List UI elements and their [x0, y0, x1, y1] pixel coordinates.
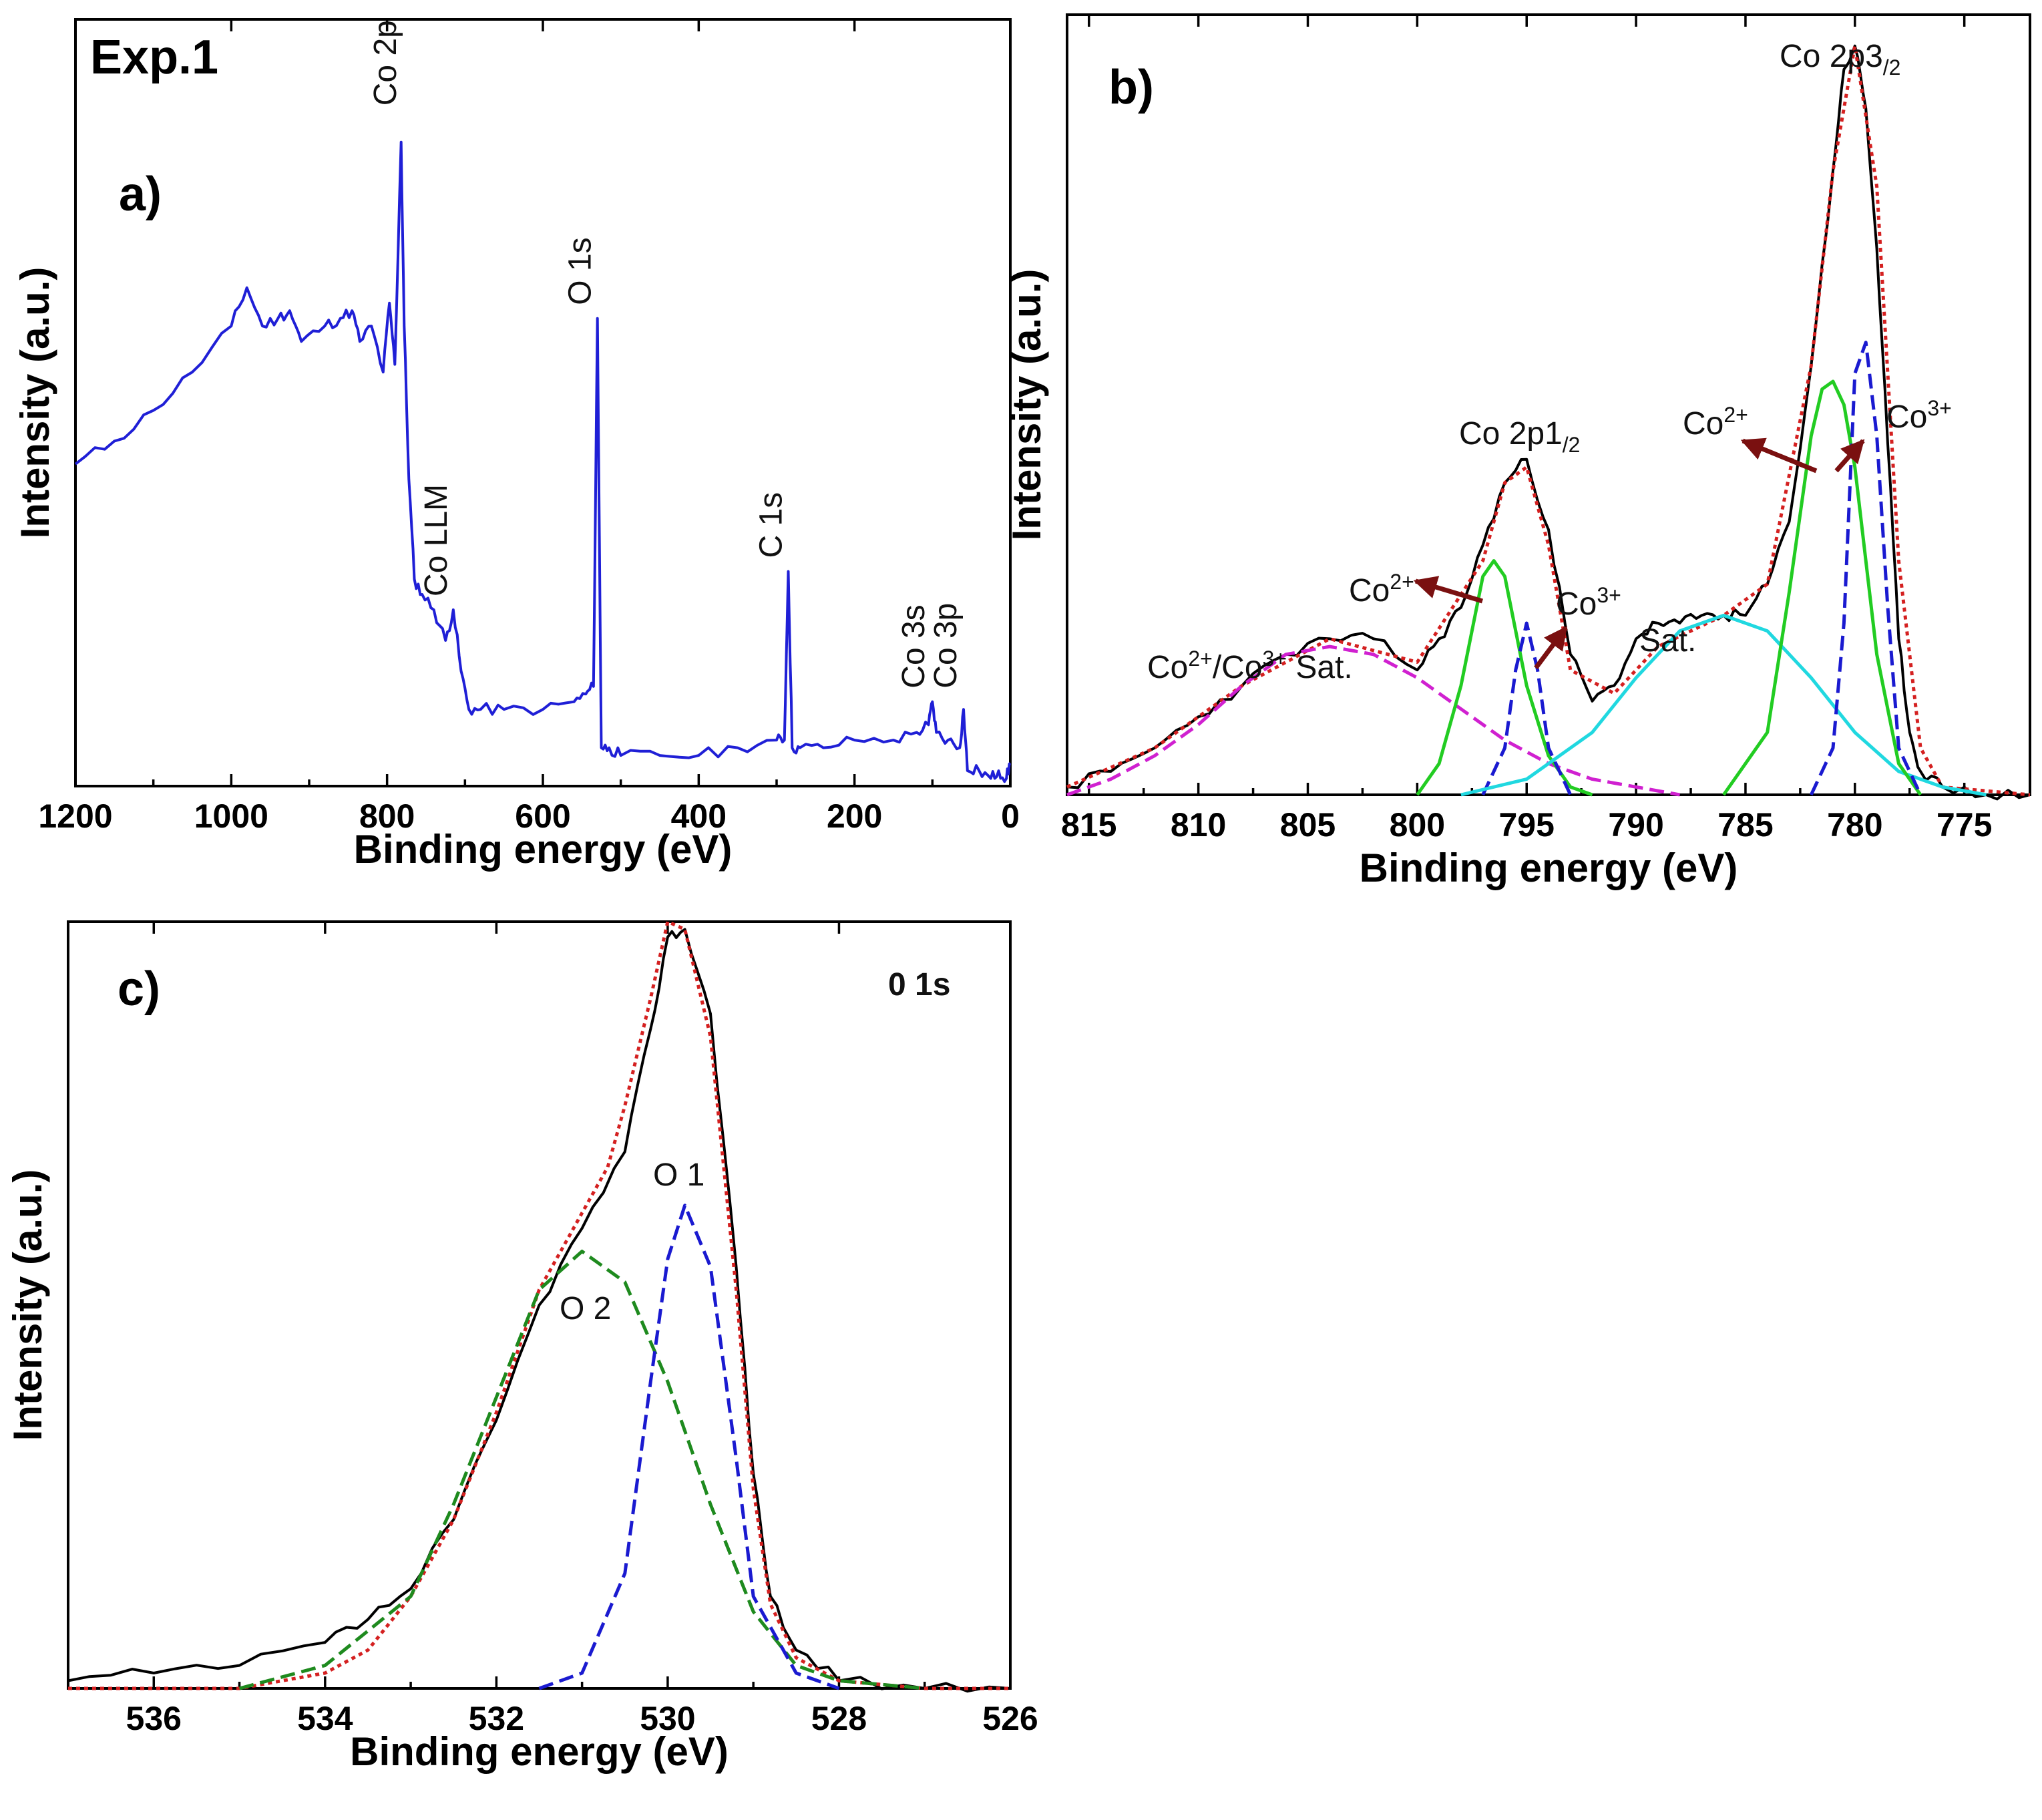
peak-label: Co 3s	[896, 604, 932, 688]
panel-c: 536 534 532 530 528 526 Binding energy (eV) Int…	[5, 920, 1038, 1774]
annotation-arrow	[1413, 576, 1484, 604]
series-line	[68, 920, 1010, 1690]
annotation-co2-low: Co2+	[1349, 570, 1414, 608]
annotation-co2p12: Co 2p1/2	[1459, 416, 1580, 457]
panel-a: 1200 1000 800 600 400 200 0 Binding energy (eV)…	[13, 18, 1020, 872]
panel-title: 0 1s	[888, 967, 950, 1003]
x-tick-label: 800	[1390, 806, 1445, 844]
x-axis-label: Binding energy (eV)	[354, 827, 733, 872]
x-tick-label: 790	[1608, 806, 1663, 844]
x-tick-label: 200	[827, 797, 882, 835]
panel-label: a)	[119, 168, 162, 221]
series-line	[238, 1250, 925, 1690]
x-tick-label: 805	[1280, 806, 1336, 844]
x-tick-label: 810	[1171, 806, 1226, 844]
x-tick-label: 800	[359, 797, 415, 835]
x-tick-label: 815	[1061, 806, 1116, 844]
annotation-sat-co: Co2+/Co3+ Sat.	[1147, 647, 1353, 685]
series-line	[1722, 379, 1922, 796]
peak-label: Co 2p	[368, 20, 403, 106]
x-tick-label: 775	[1936, 806, 1992, 844]
annotation-arrow	[1534, 626, 1568, 670]
x-axis-label: Binding energy (eV)	[350, 1729, 729, 1774]
x-tick-label: 532	[469, 1700, 524, 1737]
x-tick-label: 785	[1717, 806, 1773, 844]
exp-label: Exp.1	[90, 31, 218, 84]
series-line	[1810, 341, 1922, 796]
annotation-co2p32: Co 2p3/2	[1780, 39, 1900, 79]
annotation-sat: Sat.	[1639, 623, 1696, 659]
panel-b: 815 810 805 800 795 790 785 780 775 Binding energ…	[1004, 13, 2031, 890]
x-tick-label: 528	[811, 1700, 867, 1737]
annotation-co3-high: Co3+	[1886, 396, 1952, 435]
y-axis-label: Intensity (a.u.)	[5, 1169, 50, 1441]
x-tick-label: 0	[1001, 797, 1020, 835]
peak-label: O 1s	[563, 237, 598, 305]
panel-label: b)	[1108, 61, 1154, 114]
annotation-co2-high: Co2+	[1683, 403, 1748, 441]
plot-frame	[1066, 13, 2031, 796]
x-tick-label: 1000	[194, 797, 268, 835]
series-line	[74, 140, 1012, 783]
x-tick-label: 534	[297, 1700, 353, 1737]
series-line	[1066, 44, 2031, 797]
x-tick-label: 536	[126, 1700, 182, 1737]
x-tick-label: 795	[1499, 806, 1555, 844]
series-line	[538, 1204, 840, 1690]
y-axis-label: Intensity (a.u.)	[13, 267, 57, 539]
series-line	[1066, 44, 2031, 801]
x-tick-label: 1200	[38, 797, 112, 835]
x-axis-label: Binding energy (eV)	[1360, 846, 1738, 890]
x-tick-label: 400	[671, 797, 727, 835]
y-axis-label: Intensity (a.u.)	[1004, 269, 1049, 541]
panel-label: c)	[118, 962, 160, 1016]
annotation-o1: O 1	[653, 1157, 704, 1193]
x-tick-label: 600	[515, 797, 570, 835]
annotation-o2: O 2	[560, 1291, 611, 1326]
x-tick-label: 526	[982, 1700, 1038, 1737]
series-line	[1066, 645, 1681, 797]
x-tick-label: 780	[1827, 806, 1882, 844]
annotation-arrow	[1740, 437, 1818, 474]
peak-label: Co 3p	[928, 603, 964, 689]
series-line	[1481, 621, 1573, 796]
peak-label: C 1s	[754, 492, 789, 558]
x-tick-label: 530	[640, 1700, 695, 1737]
peak-label: Co LLM	[419, 484, 454, 596]
annotation-co3-low: Co3+	[1556, 583, 1621, 622]
annotation-arrow	[1834, 439, 1865, 473]
